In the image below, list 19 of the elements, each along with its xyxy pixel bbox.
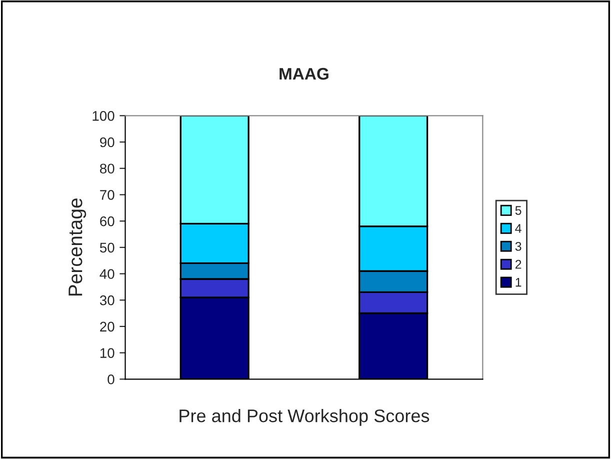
legend-label: 4	[515, 224, 522, 233]
legend-label: 5	[515, 206, 522, 215]
y-tick-label: 80	[100, 164, 114, 174]
y-tick-label: 70	[100, 190, 114, 200]
legend-label: 3	[515, 242, 522, 251]
y-tick-label: 100	[92, 111, 114, 121]
y-axis-title: Percentage	[68, 198, 86, 296]
chart-title: MAAG	[280, 68, 328, 80]
y-tick-label: 50	[100, 242, 114, 253]
y-tick-label: 0	[108, 374, 114, 384]
y-tick-label: 40	[100, 269, 114, 279]
legend-label: 2	[515, 260, 522, 269]
legend-label: 1	[516, 278, 522, 287]
y-tick-label: 90	[100, 137, 114, 148]
y-tick-label: 60	[100, 216, 114, 226]
x-axis-title: Pre and Post Workshop Scores	[180, 408, 430, 426]
y-tick-label: 30	[100, 295, 114, 306]
y-tick-label: 10	[100, 348, 114, 358]
y-tick-label: 20	[100, 322, 114, 332]
